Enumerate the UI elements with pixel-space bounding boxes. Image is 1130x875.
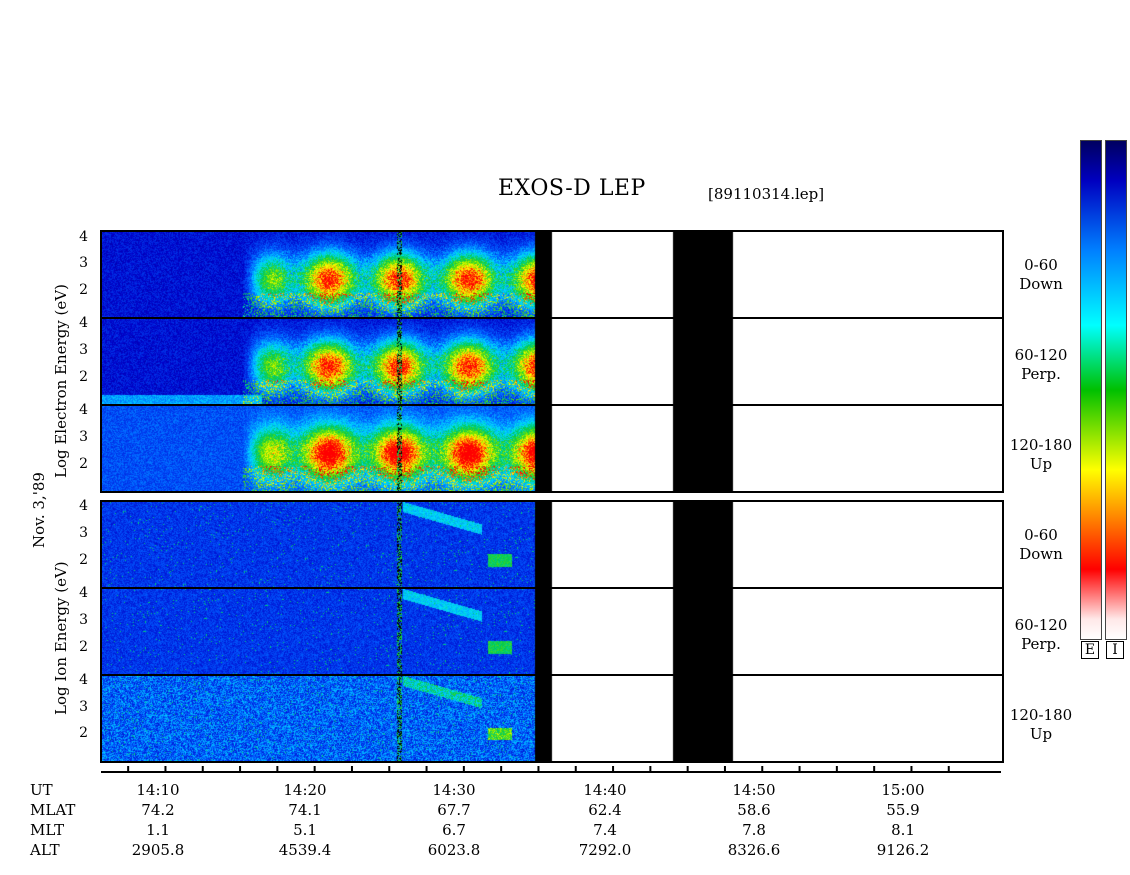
- ytick-label: 4: [79, 585, 88, 601]
- axis-ut-value: 14:50: [732, 781, 776, 799]
- electron-down-spectrogram: [102, 232, 1002, 318]
- axis-ut-value: 14:30: [432, 781, 476, 799]
- electron-up-label: 120-180 Up: [1009, 436, 1073, 473]
- ytick-label: 4: [79, 402, 88, 418]
- electron-perp-label: 60-120 Perp.: [1014, 346, 1068, 383]
- ion-down-spectrogram: [102, 502, 1002, 588]
- ytick-label: 3: [79, 612, 88, 628]
- axis-mlat-value: 74.2: [141, 801, 175, 819]
- axis-mlat-value: 67.7: [437, 801, 471, 819]
- axis-alt-value: 7292.0: [578, 841, 632, 859]
- axis-mlat-value: 55.9: [886, 801, 920, 819]
- ytick-label: 4: [79, 498, 88, 514]
- axis-mlat-value: 58.6: [737, 801, 771, 819]
- ion-up-label: 120-180 Up: [1009, 706, 1073, 743]
- ytick-label: 3: [79, 525, 88, 541]
- electron-panel-perp: [100, 317, 1004, 407]
- ytick-label: 3: [79, 699, 88, 715]
- ytick-label: 3: [79, 429, 88, 445]
- axis-alt-value: 4539.4: [278, 841, 332, 859]
- ytick-label: 3: [79, 342, 88, 358]
- axis-alt-value: 2905.8: [131, 841, 185, 859]
- chart-title: EXOS-D LEP: [498, 176, 646, 201]
- electron-perp-spectrogram: [102, 319, 1002, 405]
- axis-alt-value: 8326.6: [727, 841, 781, 859]
- ion-perp-spectrogram: [102, 589, 1002, 675]
- time-axis: [101, 766, 1001, 773]
- ytick-label: 2: [79, 639, 88, 655]
- row-label-alt: ALT: [30, 841, 60, 859]
- ion-colorbar: [1105, 140, 1127, 640]
- axis-ut-value: 14:40: [583, 781, 627, 799]
- axis-ticks: [127, 766, 950, 772]
- ytick-label: 2: [79, 369, 88, 385]
- axis-mlt-value: 8.1: [891, 821, 915, 839]
- ion-colorbar-label: I: [1106, 641, 1124, 659]
- electron-down-label: 0-60 Down: [1019, 256, 1063, 293]
- ytick-label: 4: [79, 315, 88, 331]
- axis-mlt-value: 1.1: [146, 821, 170, 839]
- axis-mlat-value: 74.1: [288, 801, 322, 819]
- axis-alt-value: 9126.2: [876, 841, 930, 859]
- axis-mlt-value: 7.8: [742, 821, 766, 839]
- date-label: Nov. 3,'89: [30, 472, 48, 548]
- row-label-ut: UT: [30, 781, 53, 799]
- electron-colorbar-label: E: [1081, 641, 1099, 659]
- axis-ut-value: 14:20: [283, 781, 327, 799]
- ytick-label: 2: [79, 456, 88, 472]
- ytick-label: 2: [79, 282, 88, 298]
- electron-colorbar: [1080, 140, 1102, 640]
- ion-panel-up: [100, 674, 1004, 763]
- ion-perp-label: 60-120 Perp.: [1014, 616, 1068, 653]
- axis-ut-value: 14:10: [136, 781, 180, 799]
- ion-panel-down: [100, 500, 1004, 590]
- ytick-label: 4: [79, 229, 88, 245]
- ion-panel-perp: [100, 587, 1004, 677]
- electron-panel-down: [100, 230, 1004, 320]
- ytick-label: 3: [79, 255, 88, 271]
- axis-mlt-value: 7.4: [593, 821, 617, 839]
- ytick-label: 2: [79, 725, 88, 741]
- ion-up-spectrogram: [102, 676, 1002, 761]
- axis-mlt-value: 5.1: [293, 821, 317, 839]
- axis-ut-value: 15:00: [881, 781, 925, 799]
- axis-alt-value: 6023.8: [427, 841, 481, 859]
- row-label-mlt: MLT: [30, 821, 65, 839]
- file-name: [89110314.lep]: [708, 185, 825, 203]
- ytick-label: 2: [79, 552, 88, 568]
- row-label-mlat: MLAT: [30, 801, 76, 819]
- ytick-label: 4: [79, 672, 88, 688]
- axis-mlt-value: 6.7: [442, 821, 466, 839]
- electron-panel-up: [100, 404, 1004, 493]
- electron-up-spectrogram: [102, 406, 1002, 491]
- axis-mlat-value: 62.4: [588, 801, 622, 819]
- ion-down-label: 0-60 Down: [1019, 526, 1063, 563]
